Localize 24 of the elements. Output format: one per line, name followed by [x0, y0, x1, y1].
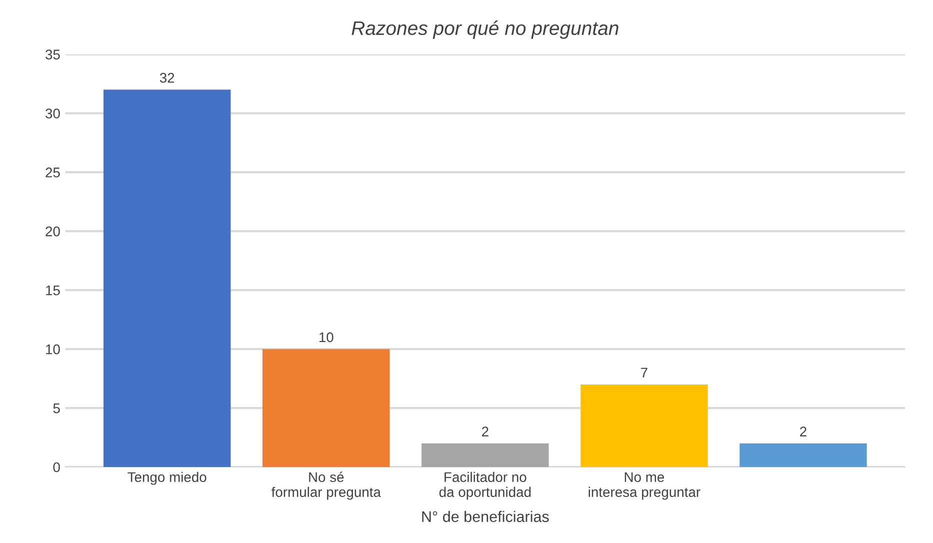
x-tick-label: Facilitador no da oportunidad	[439, 472, 531, 500]
x-tick-label: No sé formular pregunta	[272, 472, 381, 500]
data-label: 10	[319, 332, 334, 342]
bar	[580, 384, 708, 467]
y-tick-label: 0	[53, 462, 60, 472]
y-tick-label: 35	[46, 50, 60, 60]
chart-title: Razones por qué no preguntan	[352, 20, 618, 39]
y-tick-label: 20	[46, 226, 60, 236]
y-tick-label: 10	[46, 344, 60, 354]
data-label: 2	[482, 426, 488, 436]
x-axis-title: N° de beneficiarias	[422, 510, 549, 522]
bar	[103, 90, 231, 467]
y-tick-label: 30	[46, 108, 60, 118]
data-label: 7	[641, 368, 648, 378]
bar	[262, 349, 390, 467]
bar	[422, 443, 549, 467]
data-label: 32	[160, 72, 174, 83]
x-tick-label: No me interesa preguntar	[588, 472, 700, 500]
y-tick-label: 25	[46, 168, 60, 178]
bar	[740, 443, 867, 467]
y-tick-label: 5	[53, 404, 60, 414]
x-tick-label: Tengo miedo	[128, 472, 206, 485]
y-tick-label: 15	[46, 286, 60, 296]
data-label: 2	[800, 426, 806, 436]
